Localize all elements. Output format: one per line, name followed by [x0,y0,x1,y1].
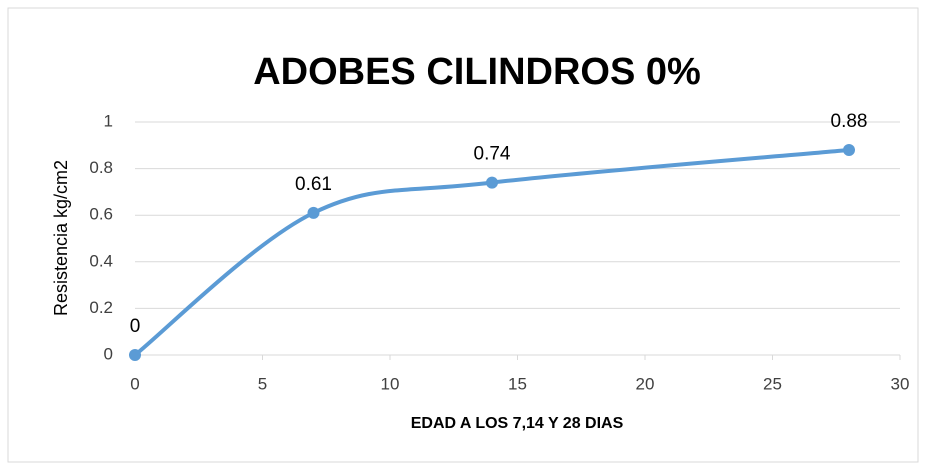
data-point [307,206,320,219]
y-tick-label: 0 [104,344,113,363]
data-label: 0.61 [295,174,332,195]
data-point [486,176,498,189]
x-tick-label: 10 [381,374,400,393]
data-label: 0 [130,316,141,337]
y-tick-label: 0.8 [89,158,113,177]
x-tick-label: 15 [508,374,527,393]
chart-title: ADOBES CILINDROS 0% [253,51,701,93]
y-tick-label: 0.4 [89,251,113,270]
series-line [133,147,851,357]
data-label: 0.74 [474,144,511,165]
x-tick-label: 0 [130,374,139,393]
chart-border [7,7,919,463]
y-tick-label: 0.6 [89,205,113,224]
x-axis-label: EDAD A LOS 7,14 Y 28 DIAS [411,415,624,432]
y-tick-label: 0.2 [89,298,113,317]
y-axis-label: Resistencia kg/cm2 [51,160,71,316]
data-point [129,349,141,361]
data-point [843,143,855,156]
x-tick-label: 20 [636,374,655,393]
y-tick-label: 1 [104,111,113,130]
x-tick-label: 30 [891,374,910,393]
data-label: 0.88 [831,111,868,132]
x-tick-label: 5 [258,374,267,393]
x-tick-label: 25 [763,374,782,393]
